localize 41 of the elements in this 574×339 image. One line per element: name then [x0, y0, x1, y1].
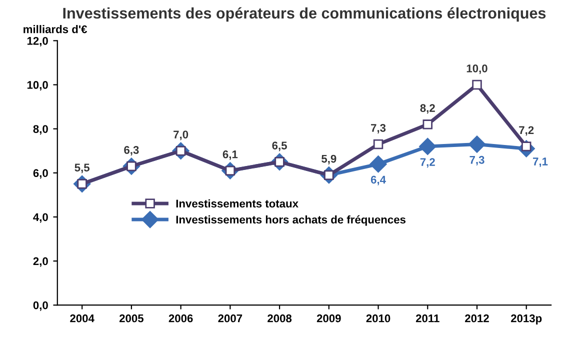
point: [422, 120, 432, 130]
data-label: 7,2: [420, 158, 435, 168]
x-tick-label: 2010: [366, 314, 390, 322]
data-label: 7,2: [519, 126, 534, 136]
data-label: 7,1: [533, 158, 548, 168]
x-tick-label: 2008: [268, 314, 292, 322]
x-tick-label: 2012: [465, 314, 489, 322]
point: [419, 138, 436, 155]
data-label: 6,4: [370, 176, 386, 186]
x-tick-label: 2013p: [510, 314, 542, 324]
x-tick-label: 2011: [416, 314, 440, 322]
data-label: 6,5: [272, 142, 287, 152]
legend-label: Investissements totaux: [176, 199, 298, 208]
x-tick-label: 2004: [70, 314, 94, 322]
legend-label: Investissements hors achats de fréquences: [176, 215, 406, 226]
data-label: 10,0: [466, 64, 488, 74]
point: [370, 156, 387, 173]
y-tick-label: 4,0: [33, 213, 48, 223]
x-tick-label: 2005: [119, 314, 144, 322]
data-label: 5,5: [74, 164, 90, 174]
y-tick-label: 6,0: [33, 169, 48, 179]
data-label: 7,0: [174, 130, 188, 140]
data-label: 8,2: [420, 104, 435, 114]
y-tick-label: 0,0: [33, 301, 48, 311]
data-label: 6,1: [222, 150, 238, 160]
y-axis-title: milliards d'€: [24, 25, 88, 34]
y-tick-label: 2,0: [33, 257, 48, 267]
x-tick-label: 2009: [316, 314, 341, 322]
data-label: 6,3: [124, 146, 139, 156]
y-tick-label: 12,0: [27, 36, 48, 46]
point: [472, 80, 482, 90]
data-label: 7,3: [470, 156, 484, 166]
data-label: 5,9: [322, 154, 336, 164]
point: [373, 139, 384, 150]
data-label: 7,3: [371, 124, 386, 134]
point: [468, 136, 486, 153]
x-tick-label: 2006: [168, 314, 193, 322]
x-tick-label: 2007: [218, 314, 242, 322]
y-tick-label: 8,0: [33, 125, 48, 135]
chart-title: Investissements des opérateurs de communications électroniques: [63, 7, 546, 22]
y-tick-label: 10,0: [27, 81, 48, 90]
